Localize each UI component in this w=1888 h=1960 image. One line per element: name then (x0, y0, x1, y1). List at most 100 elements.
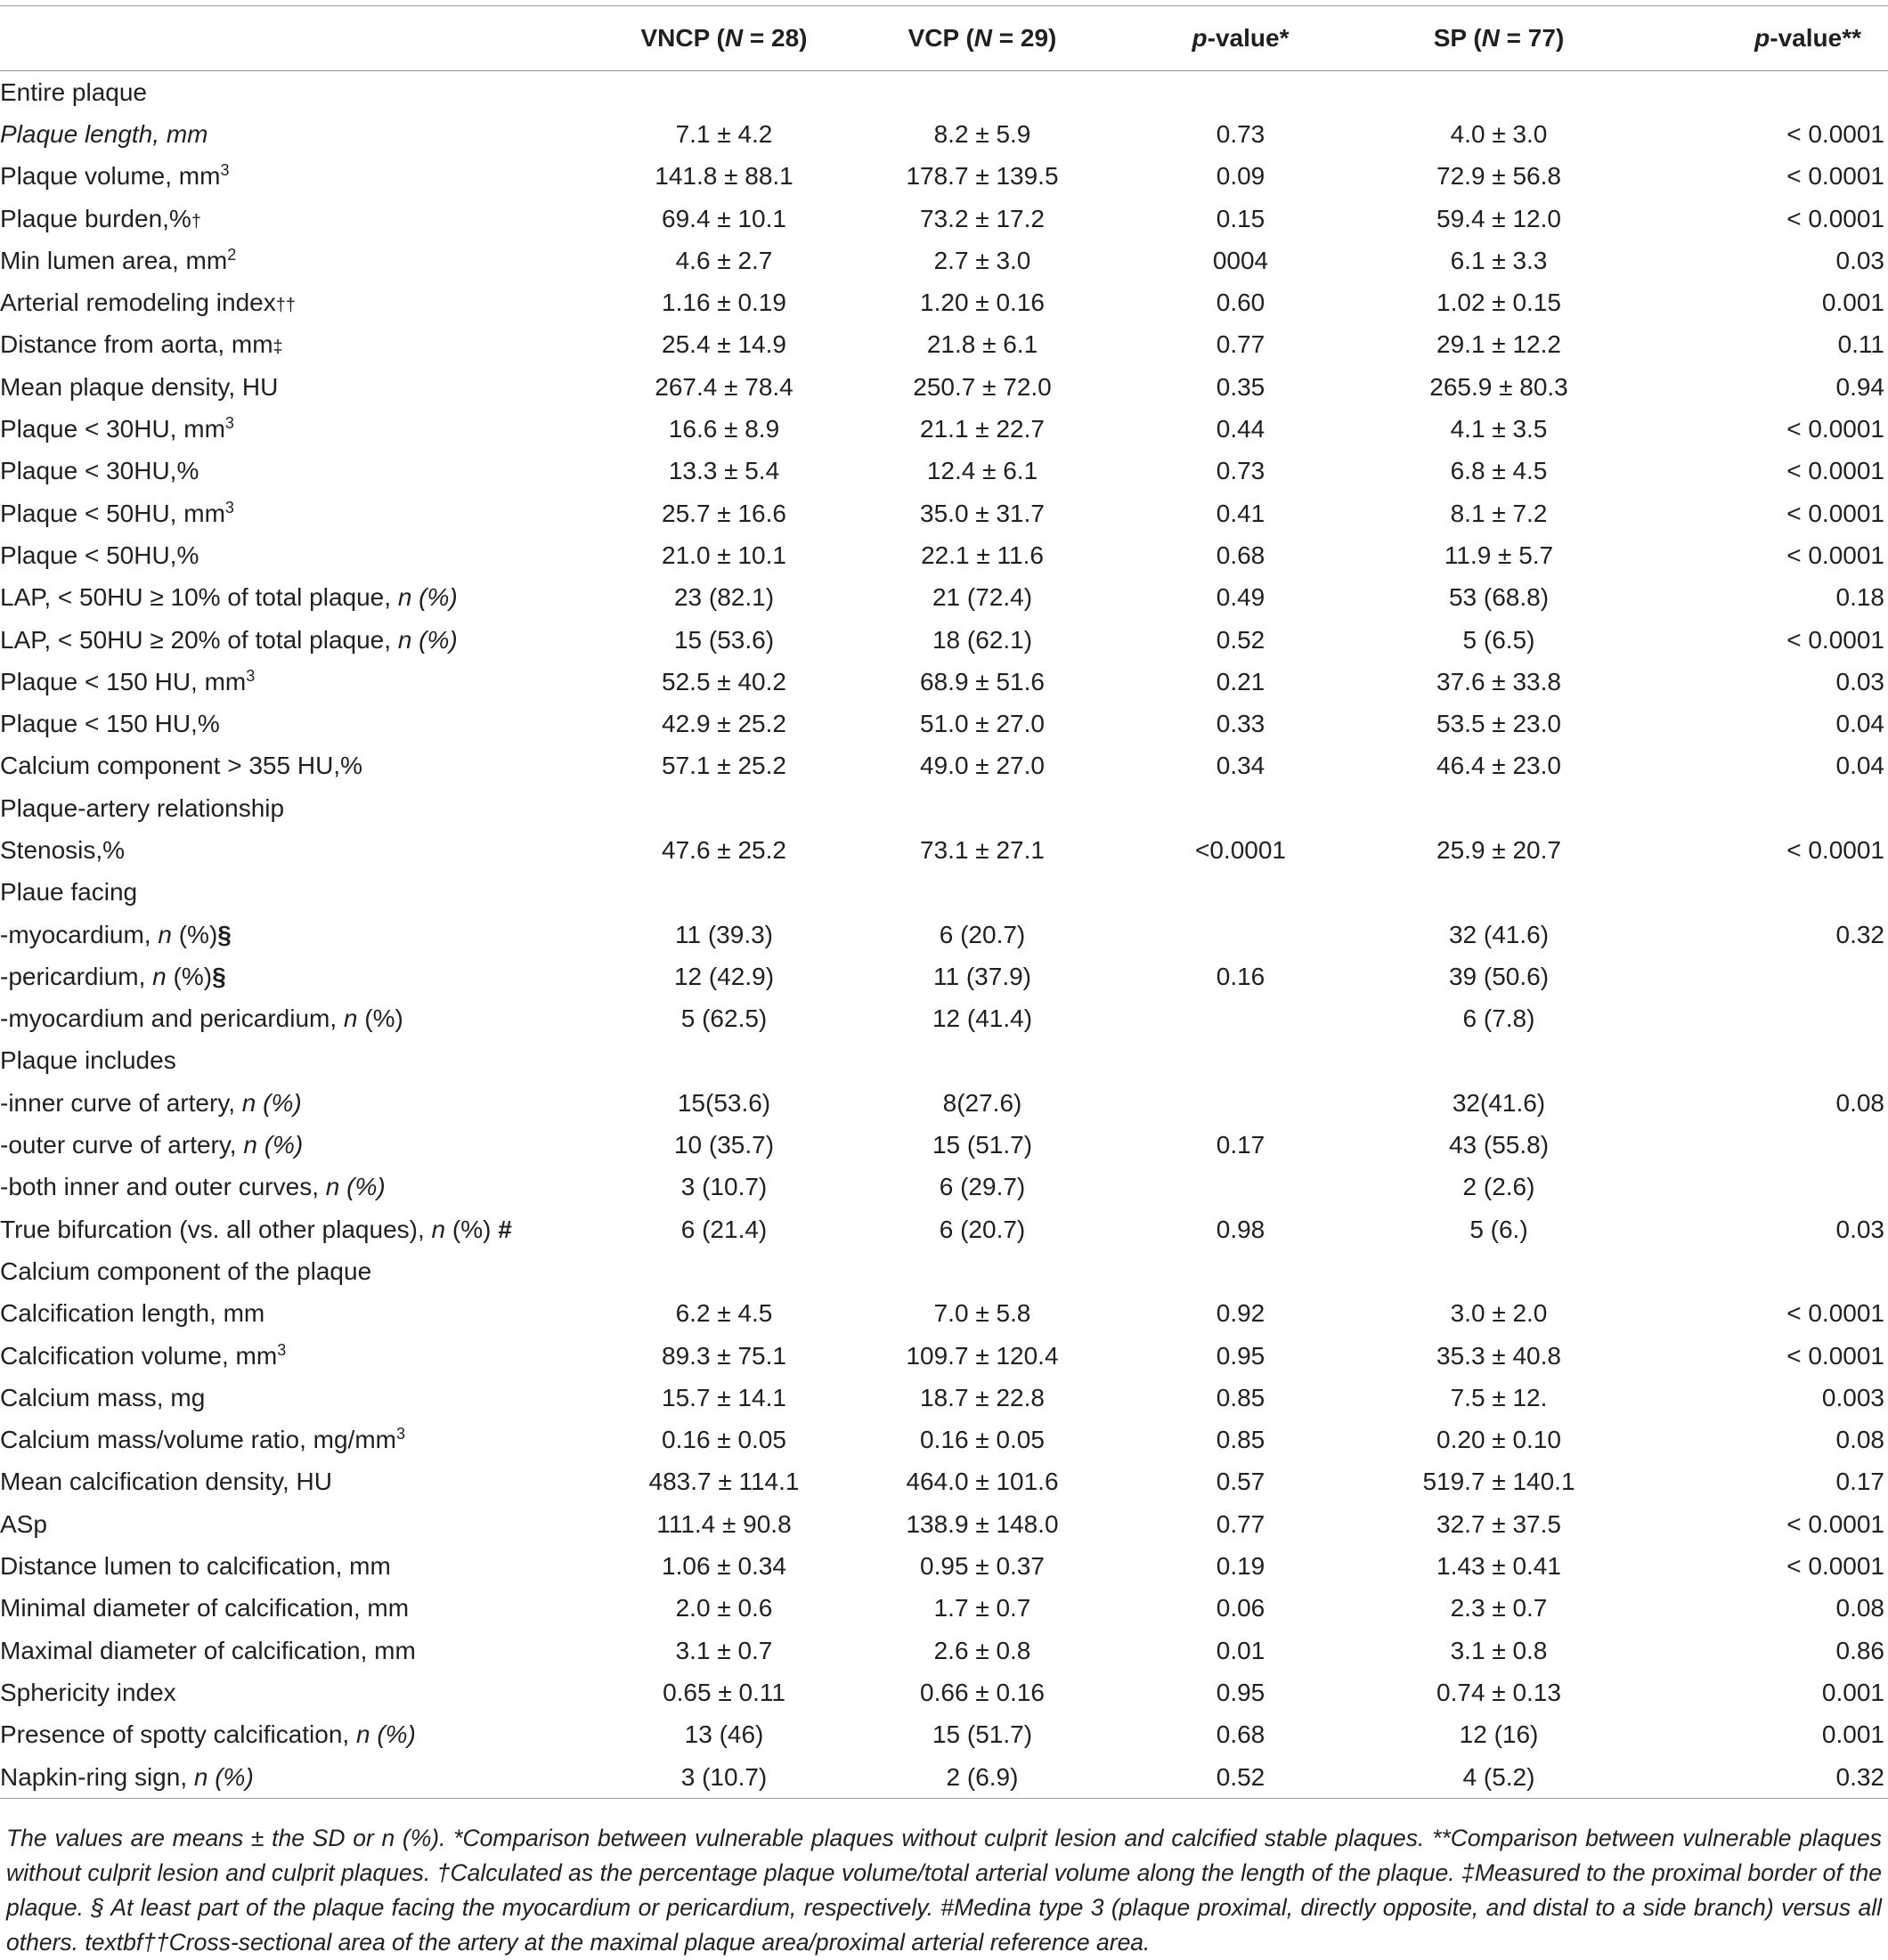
vcp-value: 178.7 ± 139.5 (906, 162, 1059, 191)
sp-value: 2.3 ± 0.7 (1450, 1594, 1548, 1622)
p-value-1: 0.57 (1216, 1468, 1265, 1496)
table-row: Plaque < 50HU, mm3 25.7 ± 16.6 35.0 ± 31.7… (0, 492, 1888, 534)
vncp-value: 21.0 ± 10.1 (662, 541, 786, 569)
empty-cell (1370, 71, 1628, 114)
p-value-1: 0.21 (1216, 667, 1265, 695)
vcp-value: 2 (6.9) (853, 1755, 1111, 1800)
empty-cell (853, 1040, 1111, 1082)
unit-superscript: 3 (224, 498, 234, 516)
p-value-2: < 0.0001 (1786, 119, 1884, 148)
row-label-text: ASp (0, 1509, 47, 1538)
row-label: ASp (0, 1503, 595, 1545)
vncp-value: 0.65 ± 0.11 (663, 1678, 785, 1706)
n-symbol: n (431, 1215, 446, 1243)
vncp-value: 1.06 ± 0.34 (662, 1552, 786, 1581)
p-value-2: < 0.0001 (1786, 1341, 1884, 1370)
table-row: ASp 111.4 ± 90.8 138.9 ± 148.0 0.77 32.7 ± 3… (0, 1503, 1888, 1545)
row-label: Plaque burden,%† (0, 198, 595, 240)
header-label-column (0, 5, 595, 71)
p-value-2: 0.03 (1835, 667, 1885, 695)
p-value-1: 0.77 (1216, 1509, 1265, 1538)
table-row: Minimal diameter of calcification, mm 2.0… (0, 1588, 1888, 1630)
row-label: -both inner and outer curves, n (%) (0, 1167, 595, 1208)
p-value-1: 0.92 (1216, 1299, 1265, 1328)
sp-value: 12 (16) (1459, 1720, 1539, 1749)
vncp-value: 111.4 ± 90.8 (656, 1509, 792, 1538)
vcp-value: 68.9 ± 51.6 (920, 667, 1045, 695)
empty-cell (1628, 787, 1888, 829)
vncp-value: 10 (35.7) (673, 1131, 775, 1159)
vncp-value: 6.2 ± 4.5 (675, 1299, 773, 1328)
row-label: Min lumen area, mm2 (0, 240, 595, 281)
row-label-text: -pericardium, (0, 962, 153, 990)
vcp-value: 2.7 ± 3.0 (933, 246, 1031, 274)
header-p-value-1: p-value* (1111, 5, 1370, 71)
row-label: -myocardium, n (%)§ (0, 914, 595, 956)
table-row: Arterial remodeling index†† 1.16 ± 0.19 1.… (0, 281, 1888, 323)
p-value-2: < 0.0001 (1786, 1509, 1884, 1538)
p-value-2: 0.03 (1835, 246, 1885, 274)
vncp-value: 3 (10.7) (595, 1755, 853, 1800)
empty-cell (1370, 872, 1628, 914)
unit-superscript: 3 (246, 666, 256, 685)
empty-cell (853, 787, 1111, 829)
p-value-2: 0.18 (1835, 583, 1885, 612)
empty-cell (1628, 1250, 1888, 1292)
p-value-1: 0.06 (1216, 1594, 1265, 1622)
vcp-value: 12.4 ± 6.1 (926, 457, 1038, 485)
header-p-value-2: p-value** (1628, 5, 1888, 71)
p-value-1: 0.33 (1216, 710, 1265, 738)
unit-superscript: 3 (224, 414, 234, 433)
vcp-value: 35.0 ± 31.7 (920, 499, 1045, 527)
sp-value: 37.6 ± 33.8 (1436, 667, 1561, 695)
sp-value: 6.8 ± 4.5 (1450, 457, 1548, 485)
vncp-value: 2.0 ± 0.6 (675, 1594, 773, 1622)
table-row: LAP, < 50HU ≥ 20% of total plaque, n (%)… (0, 619, 1888, 661)
vcp-value: 8(27.6) (942, 1088, 1022, 1117)
p-value-1: 0.34 (1216, 752, 1265, 780)
p-value-2: < 0.0001 (1786, 204, 1884, 232)
footnote-marker: † (191, 211, 201, 232)
empty-cell (1111, 872, 1370, 914)
vcp-value: 1.20 ± 0.16 (920, 289, 1045, 317)
row-label-suffix: n (%) (397, 625, 458, 654)
vncp-value: 12 (42.9) (673, 962, 775, 990)
sp-value: 32 (41.6) (1448, 920, 1550, 948)
vcp-value: 73.1 ± 27.1 (920, 835, 1045, 864)
p-value-2: < 0.0001 (1786, 457, 1884, 485)
vcp-value: 11 (37.9) (933, 962, 1031, 990)
table-footnote: The values are means ± the SD or n (%). … (6, 1825, 1882, 1956)
row-label-text: Calcium mass/volume ratio, mg/mm (0, 1426, 396, 1454)
unit-superscript: 3 (220, 161, 230, 180)
vcp-value: 6 (29.7) (939, 1173, 1026, 1201)
row-label: Distance lumen to calcification, mm (0, 1545, 595, 1587)
row-label-text: Plaque-artery relationship (0, 793, 285, 822)
row-label: True bifurcation (vs. all other plaques)… (0, 1208, 595, 1250)
p-value-1: 0.95 (1216, 1341, 1265, 1370)
vcp-value: 464.0 ± 101.6 (906, 1468, 1059, 1496)
sp-value: 53.5 ± 23.0 (1436, 710, 1561, 738)
table-row: Mean plaque density, HU 267.4 ± 78.4 250.7… (0, 366, 1888, 408)
row-label-text: -both inner and outer curves, (0, 1173, 326, 1201)
sp-value: 29.1 ± 12.2 (1436, 330, 1561, 359)
unit-superscript: 3 (277, 1340, 287, 1359)
vcp-value: 15 (51.7) (932, 1720, 1033, 1749)
vncp-value: 13 (46) (684, 1720, 764, 1749)
row-label: Plaque includes (0, 1040, 595, 1082)
table-row: -inner curve of artery, n (%) 15(53.6) 8(2… (0, 1082, 1888, 1124)
table-row: Plaque < 30HU, mm3 16.6 ± 8.9 21.1 ± 22.7 0… (0, 408, 1888, 450)
p-value-1: 0.35 (1216, 372, 1265, 401)
p-value-2: < 0.0001 (1786, 1299, 1884, 1328)
sp-value: 3.1 ± 0.8 (1450, 1636, 1548, 1664)
table-row: LAP, < 50HU ≥ 10% of total plaque, n (%)… (0, 577, 1888, 619)
row-label-text: Napkin-ring sign, (0, 1762, 194, 1791)
p-value-1: 0.01 (1216, 1636, 1265, 1664)
section-row: Entire plaque (0, 71, 1888, 114)
row-label: -outer curve of artery, n (%) (0, 1124, 595, 1166)
p-value-2: < 0.0001 (1786, 835, 1884, 864)
empty-cell (595, 787, 853, 829)
row-label-text: Maximal diameter of calcification, mm (0, 1636, 416, 1664)
sp-value: 53 (68.8) (1448, 583, 1550, 612)
table-row: Calcium mass, mg 15.7 ± 14.1 18.7 ± 22.8 0.… (0, 1377, 1888, 1419)
p-value-2: 0.04 (1835, 752, 1885, 780)
